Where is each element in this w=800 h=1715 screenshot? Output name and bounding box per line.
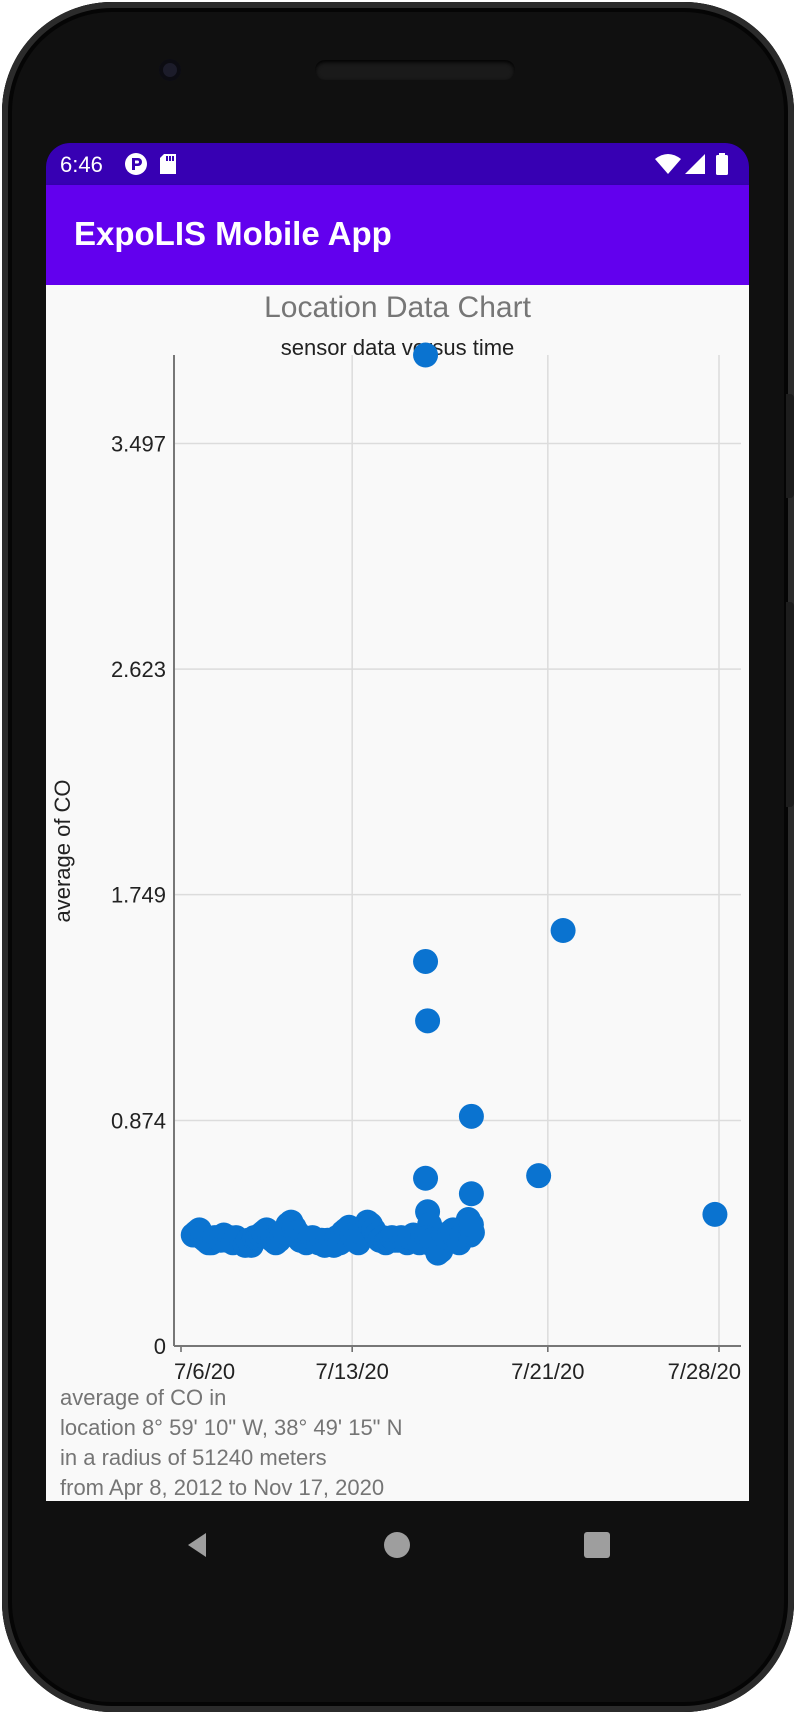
description-line: in a radius of 51240 meters	[60, 1443, 402, 1473]
data-point	[702, 1202, 727, 1227]
x-tick-label: 7/21/20	[511, 1359, 584, 1380]
data-point	[551, 918, 576, 943]
power-button	[786, 394, 794, 498]
wifi-icon	[654, 152, 682, 176]
y-tick-label: 0	[154, 1334, 166, 1359]
home-icon[interactable]	[377, 1525, 417, 1565]
y-tick-label: 3.497	[111, 432, 166, 457]
p-badge-icon	[124, 152, 148, 176]
data-point	[415, 1008, 440, 1033]
app-title: ExpoLIS Mobile App	[74, 215, 392, 253]
description-line: location 8° 59' 10" W, 38° 49' 15" N	[60, 1413, 402, 1443]
data-point	[413, 949, 438, 974]
status-time: 6:46	[60, 152, 103, 178]
navigation-bar	[46, 1501, 749, 1601]
chart-screen: Location Data Chart sensor data versus t…	[46, 285, 749, 1501]
app-bar: ExpoLIS Mobile App	[46, 185, 749, 285]
data-point	[526, 1163, 551, 1188]
chart-description: average of CO in location 8° 59' 10" W, 3…	[60, 1383, 402, 1501]
data-point	[459, 1104, 484, 1129]
y-tick-label: 2.623	[111, 657, 166, 682]
front-camera	[159, 59, 181, 81]
x-tick-label: 7/13/20	[315, 1359, 388, 1380]
y-tick-label: 1.749	[111, 883, 166, 908]
data-point	[459, 1181, 484, 1206]
description-line: from Apr 8, 2012 to Nov 17, 2020	[60, 1473, 402, 1501]
recents-icon[interactable]	[577, 1525, 617, 1565]
data-point	[413, 1166, 438, 1191]
description-line: average of CO in	[60, 1383, 402, 1413]
x-tick-label: 7/28/20	[668, 1359, 741, 1380]
earpiece-speaker	[315, 60, 515, 80]
x-tick-label: 7/6/20	[174, 1359, 235, 1380]
back-icon[interactable]	[178, 1525, 218, 1565]
volume-button	[786, 602, 794, 807]
battery-icon	[714, 152, 730, 176]
data-point	[413, 343, 438, 368]
screen: 6:46	[46, 143, 749, 1501]
y-axis-label: average of CO	[50, 779, 75, 922]
status-bar: 6:46	[46, 143, 749, 185]
sd-card-icon	[158, 152, 178, 176]
cell-signal-icon	[683, 152, 707, 176]
y-tick-label: 0.874	[111, 1108, 166, 1133]
scatter-chart: 0 0.874 1.749 2.623 3.497 7/6/20 7/13/20 7/21/2…	[46, 285, 749, 1380]
data-point	[459, 1212, 484, 1237]
